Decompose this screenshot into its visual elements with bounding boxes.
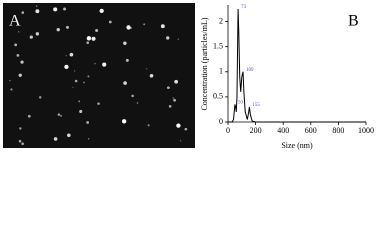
- x-axis-label: Size (nm): [281, 141, 313, 150]
- particle: [86, 36, 92, 41]
- y-axis-label: Concentration (particles/mL): [200, 17, 209, 110]
- particle: [20, 60, 24, 64]
- micrograph: [3, 3, 195, 148]
- particle: [121, 119, 127, 124]
- y-tick-label: 0.5: [213, 92, 223, 101]
- particle: [78, 100, 81, 103]
- particle: [9, 79, 11, 82]
- particle: [87, 75, 90, 78]
- particle: [172, 97, 175, 99]
- particle: [14, 43, 18, 47]
- particle: [179, 140, 182, 142]
- data-line: [228, 9, 366, 123]
- particle: [146, 68, 148, 70]
- particle: [166, 86, 170, 89]
- x-tick-label: 600: [305, 126, 317, 135]
- peak-label: 73: [241, 5, 247, 10]
- particle: [149, 74, 154, 78]
- particle: [176, 123, 181, 128]
- particle: [16, 54, 20, 57]
- particle: [99, 8, 104, 14]
- y-tick-label: 1.5: [213, 42, 223, 51]
- particle: [86, 41, 90, 45]
- x-tick-label: 0: [226, 126, 230, 135]
- page: A B Size (nm) Concentration (particles/m…: [3, 3, 374, 150]
- particle: [65, 55, 67, 57]
- x-tick-label: 400: [277, 126, 289, 135]
- particle: [57, 113, 61, 116]
- peak-label: 109: [246, 68, 254, 73]
- particle: [168, 105, 172, 108]
- particle: [63, 7, 67, 11]
- particle: [65, 25, 69, 29]
- particle: [143, 23, 146, 26]
- particle: [72, 86, 74, 89]
- particle: [177, 38, 180, 40]
- particle: [108, 20, 112, 24]
- particle: [53, 137, 58, 141]
- particle: [69, 52, 74, 57]
- particle: [125, 58, 129, 62]
- particle: [136, 102, 139, 104]
- particle: [123, 41, 127, 45]
- particle: [35, 5, 38, 7]
- particle: [19, 127, 22, 130]
- y-tick-label: 1: [219, 67, 223, 76]
- particle: [64, 64, 69, 70]
- particle: [35, 9, 40, 14]
- particle: [131, 94, 134, 98]
- particle: [38, 96, 42, 99]
- peak-label: 50: [238, 101, 244, 106]
- y-tick-label: 0: [219, 117, 223, 126]
- particle: [126, 25, 131, 30]
- particle: [21, 142, 24, 145]
- particle: [21, 11, 25, 14]
- figure: A B Size (nm) Concentration (particles/m…: [3, 3, 374, 150]
- x-tick-label: 800: [332, 126, 344, 135]
- x-tick-label: 1000: [358, 126, 374, 135]
- particle: [95, 28, 99, 32]
- particle: [53, 7, 58, 12]
- particle: [60, 114, 63, 117]
- particle: [184, 127, 188, 131]
- peak-label: 155: [252, 103, 260, 108]
- particle: [79, 109, 83, 114]
- particle: [10, 88, 13, 91]
- x-tick-label: 200: [250, 126, 262, 135]
- particle: [174, 79, 179, 84]
- particle: [102, 62, 107, 67]
- particle: [86, 121, 90, 124]
- particle: [18, 73, 22, 77]
- particle: [123, 81, 127, 85]
- particle: [83, 81, 85, 84]
- panel-label: B: [348, 13, 359, 30]
- particle: [56, 28, 60, 32]
- particle: [67, 133, 71, 138]
- particle: [91, 36, 96, 41]
- particle: [73, 70, 76, 72]
- particle: [74, 79, 78, 83]
- particle: [18, 139, 22, 143]
- micrograph-background: [3, 3, 195, 148]
- y-tick-label: 2: [219, 16, 223, 25]
- particle: [94, 62, 96, 65]
- particle: [166, 36, 170, 40]
- particle: [87, 138, 90, 140]
- panel-label: A: [9, 13, 21, 30]
- particle: [147, 124, 150, 127]
- particle: [173, 98, 176, 102]
- particle: [35, 32, 40, 36]
- particle: [160, 24, 165, 29]
- particle: [17, 31, 20, 33]
- particle: [97, 102, 100, 105]
- particle: [29, 35, 33, 39]
- particle: [27, 114, 31, 118]
